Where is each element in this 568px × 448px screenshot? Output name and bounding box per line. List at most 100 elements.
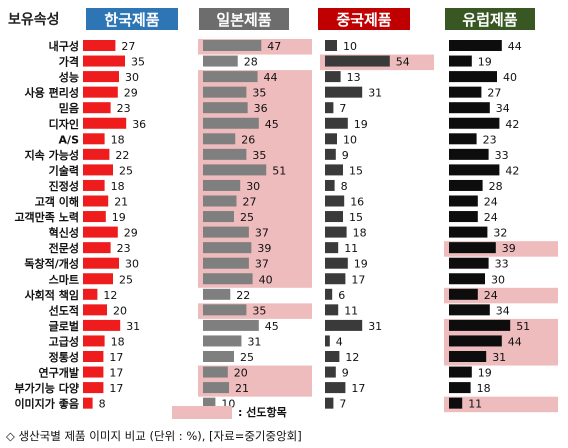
- bar: [325, 164, 343, 176]
- data-label: 17: [351, 273, 365, 286]
- data-label: 31: [126, 320, 140, 333]
- bar: [83, 117, 127, 129]
- data-label: 35: [252, 149, 266, 162]
- corner-label: 보유속성: [8, 12, 60, 28]
- bar: [83, 211, 106, 223]
- bar: [83, 164, 113, 176]
- bar: [203, 102, 248, 114]
- series-header-bg-0: [86, 8, 178, 30]
- data-label: 17: [109, 351, 123, 364]
- data-label: 51: [516, 320, 530, 333]
- data-label: 28: [244, 56, 258, 69]
- data-label: 47: [267, 40, 281, 53]
- bar: [449, 86, 482, 98]
- data-label: 22: [236, 289, 250, 302]
- data-label: 23: [117, 102, 131, 115]
- data-label: 54: [396, 56, 410, 69]
- data-label: 27: [242, 196, 256, 209]
- data-label: 19: [478, 367, 492, 380]
- data-label: 17: [351, 382, 365, 395]
- data-label: 10: [343, 40, 357, 53]
- data-label: 24: [484, 289, 498, 302]
- data-label: 24: [484, 211, 498, 224]
- data-label: 25: [119, 164, 133, 177]
- bar: [325, 288, 333, 300]
- data-label: 10: [343, 133, 357, 146]
- data-label: 25: [240, 211, 254, 224]
- data-label: 8: [341, 180, 348, 193]
- bar: [325, 319, 363, 331]
- category-label: 정통성: [49, 350, 79, 364]
- bar: [325, 179, 335, 191]
- series-header-bg-2: [318, 8, 410, 30]
- bar: [203, 179, 241, 191]
- data-label: 28: [489, 180, 503, 193]
- data-label: 44: [264, 71, 278, 84]
- bar: [83, 102, 111, 114]
- category-label: 성능: [59, 70, 79, 84]
- bar: [449, 55, 472, 67]
- bar: [83, 366, 104, 378]
- data-label: 25: [119, 273, 133, 286]
- data-label: 11: [468, 398, 482, 411]
- bar: [83, 86, 118, 98]
- bar: [449, 273, 485, 285]
- data-label: 7: [339, 102, 346, 115]
- bar: [203, 164, 267, 176]
- data-label: 44: [508, 40, 522, 53]
- data-label: 31: [368, 320, 382, 333]
- bar: [203, 133, 236, 145]
- data-label: 36: [132, 118, 146, 131]
- category-label: 고객만족 노력: [14, 210, 79, 224]
- bar: [449, 179, 483, 191]
- data-label: 29: [124, 227, 138, 240]
- bar: [83, 304, 107, 316]
- data-label: 20: [234, 367, 248, 380]
- data-label: 16: [350, 196, 364, 209]
- bar: [449, 133, 477, 145]
- bar: [83, 351, 104, 362]
- bar: [83, 257, 119, 269]
- data-label: 11: [344, 242, 358, 255]
- data-label: 23: [117, 242, 131, 255]
- bar: [325, 71, 341, 83]
- data-label: 33: [495, 149, 509, 162]
- bar: [203, 148, 247, 160]
- data-label: 18: [111, 335, 125, 348]
- category-label: 스마트: [49, 272, 79, 286]
- data-label: 25: [240, 351, 254, 364]
- bar: [449, 40, 502, 51]
- data-label: 32: [493, 227, 507, 240]
- data-label: 35: [252, 304, 266, 317]
- data-label: 27: [121, 40, 135, 53]
- bar: [203, 211, 234, 223]
- bar: [203, 366, 228, 378]
- data-label: 44: [508, 335, 522, 348]
- category-label: 가격: [59, 55, 79, 69]
- data-label: 27: [487, 87, 501, 100]
- category-label: 사용 편리성: [25, 86, 79, 100]
- data-label: 7: [339, 398, 346, 411]
- category-label: 연구개발: [39, 366, 79, 380]
- data-label: 31: [247, 335, 261, 348]
- data-label: 18: [111, 180, 125, 193]
- bar: [203, 55, 238, 67]
- bar: [449, 211, 478, 223]
- bar: [83, 288, 98, 300]
- bar: [325, 304, 339, 316]
- data-label: 18: [353, 227, 367, 240]
- bar: [325, 195, 345, 207]
- bar: [325, 86, 363, 98]
- bar: [449, 304, 490, 316]
- bar: [449, 164, 500, 176]
- bar: [325, 335, 330, 347]
- bar: [83, 273, 113, 285]
- data-label: 39: [502, 242, 516, 255]
- data-label: 24: [484, 196, 498, 209]
- data-label: 19: [112, 211, 126, 224]
- data-label: 17: [109, 367, 123, 380]
- data-label: 9: [342, 367, 349, 380]
- data-label: 35: [252, 87, 266, 100]
- data-label: 42: [505, 118, 519, 131]
